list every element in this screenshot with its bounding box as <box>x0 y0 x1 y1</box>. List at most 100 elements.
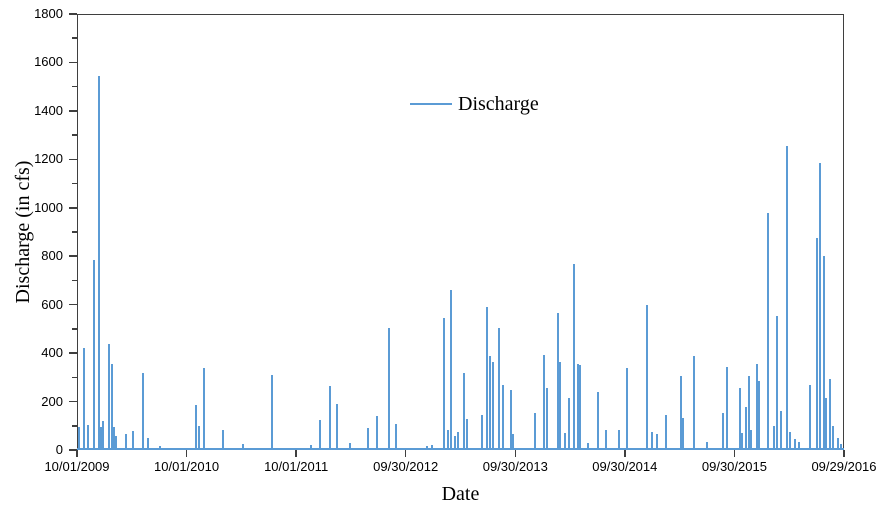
y-minor-tick <box>72 134 77 136</box>
discharge-bar <box>501 384 504 449</box>
discharge-bar <box>481 415 484 449</box>
x-tick-label: 09/30/2014 <box>592 459 658 474</box>
discharge-bar <box>679 376 682 449</box>
discharge-bar <box>310 445 313 449</box>
discharge-bar <box>197 425 200 449</box>
discharge-bar <box>586 442 589 449</box>
y-tick-label: 1800 <box>34 6 63 21</box>
x-tick-label: 10/01/2010 <box>154 459 220 474</box>
x-tick-label: 10/01/2009 <box>44 459 110 474</box>
y-minor-tick <box>72 85 77 88</box>
discharge-bar <box>147 437 150 449</box>
y-minor-tick <box>72 37 77 39</box>
discharge-bar <box>132 430 135 449</box>
discharge-bar <box>512 434 515 449</box>
discharge-bar <box>456 432 459 449</box>
discharge-bar <box>453 435 456 449</box>
discharge-bar <box>466 418 469 449</box>
y-minor-tick <box>72 425 77 427</box>
y-axis-title: Discharge (in cfs) <box>12 160 34 304</box>
discharge-bar <box>489 355 492 449</box>
discharge-bar <box>534 412 537 449</box>
discharge-bar <box>97 75 100 449</box>
discharge-bar <box>840 444 843 449</box>
discharge-bar <box>773 425 776 449</box>
discharge-bar <box>107 343 110 449</box>
discharge-bar <box>142 372 145 449</box>
discharge-bar <box>755 364 758 449</box>
discharge-bar <box>749 429 752 449</box>
x-major-tick <box>843 450 845 457</box>
discharge-bar <box>542 354 545 449</box>
discharge-bar <box>739 388 742 449</box>
discharge-bar <box>646 304 649 449</box>
legend-line-swatch <box>410 102 452 106</box>
discharge-bar <box>692 355 695 449</box>
discharge-bar <box>794 439 797 449</box>
discharge-bar <box>319 419 322 449</box>
y-tick-label: 0 <box>55 442 63 457</box>
discharge-bar <box>596 392 599 449</box>
discharge-bar <box>650 432 653 449</box>
discharge-bar <box>463 372 466 449</box>
discharge-bar <box>329 386 332 449</box>
y-tick-label: 200 <box>41 393 63 409</box>
discharge-bar <box>431 445 434 449</box>
discharge-bar <box>745 406 748 449</box>
discharge-bar <box>822 256 825 449</box>
y-minor-tick <box>72 231 77 233</box>
discharge-bar <box>766 212 769 449</box>
discharge-bar <box>837 438 840 449</box>
y-minor-tick <box>72 182 77 185</box>
discharge-bar <box>100 427 103 449</box>
discharge-bar <box>665 415 668 449</box>
discharge-bar <box>486 307 489 449</box>
discharge-bar <box>222 429 225 449</box>
x-tick-label: 09/30/2012 <box>373 459 439 474</box>
discharge-bar <box>112 427 115 449</box>
discharge-bar <box>202 367 205 449</box>
y-minor-tick <box>72 376 77 379</box>
discharge-bar <box>789 432 792 449</box>
discharge-bar <box>158 446 161 449</box>
discharge-bar <box>819 163 822 449</box>
discharge-bar <box>567 398 570 449</box>
y-major-tick <box>69 207 77 209</box>
discharge-bar <box>656 434 659 449</box>
legend: Discharge <box>410 93 539 115</box>
x-major-tick <box>733 450 736 457</box>
y-major-tick <box>69 255 77 257</box>
discharge-bar <box>705 441 708 449</box>
discharge-bar <box>78 427 81 449</box>
discharge-bar <box>757 381 760 449</box>
y-tick-label: 600 <box>41 296 63 312</box>
discharge-bar <box>572 263 575 449</box>
discharge-bar <box>722 412 725 449</box>
discharge-bar <box>831 425 834 449</box>
discharge-bar <box>546 388 549 449</box>
discharge-bar <box>509 389 512 449</box>
discharge-bar <box>395 423 398 449</box>
discharge-bar <box>367 428 370 449</box>
discharge-bar <box>556 313 559 449</box>
y-major-tick <box>69 449 77 451</box>
discharge-bar <box>741 433 744 449</box>
discharge-bar <box>786 146 789 449</box>
discharge-bar <box>815 238 818 449</box>
x-tick-label: 09/30/2015 <box>701 459 767 474</box>
discharge-bar <box>241 444 244 449</box>
discharge-bar <box>115 435 118 449</box>
x-tick-label: 10/01/2011 <box>264 459 329 474</box>
y-tick-label: 1400 <box>34 102 63 118</box>
discharge-bar <box>725 366 728 449</box>
discharge-bar <box>271 375 274 449</box>
legend-label: Discharge <box>458 93 539 115</box>
x-tick-label: 09/29/2016 <box>811 459 877 474</box>
discharge-bar <box>447 429 450 449</box>
discharge-bar <box>426 446 429 449</box>
y-tick-label: 1000 <box>34 199 63 215</box>
discharge-bar <box>681 417 684 449</box>
y-tick-label: 1200 <box>34 151 63 167</box>
y-major-tick <box>69 61 77 64</box>
